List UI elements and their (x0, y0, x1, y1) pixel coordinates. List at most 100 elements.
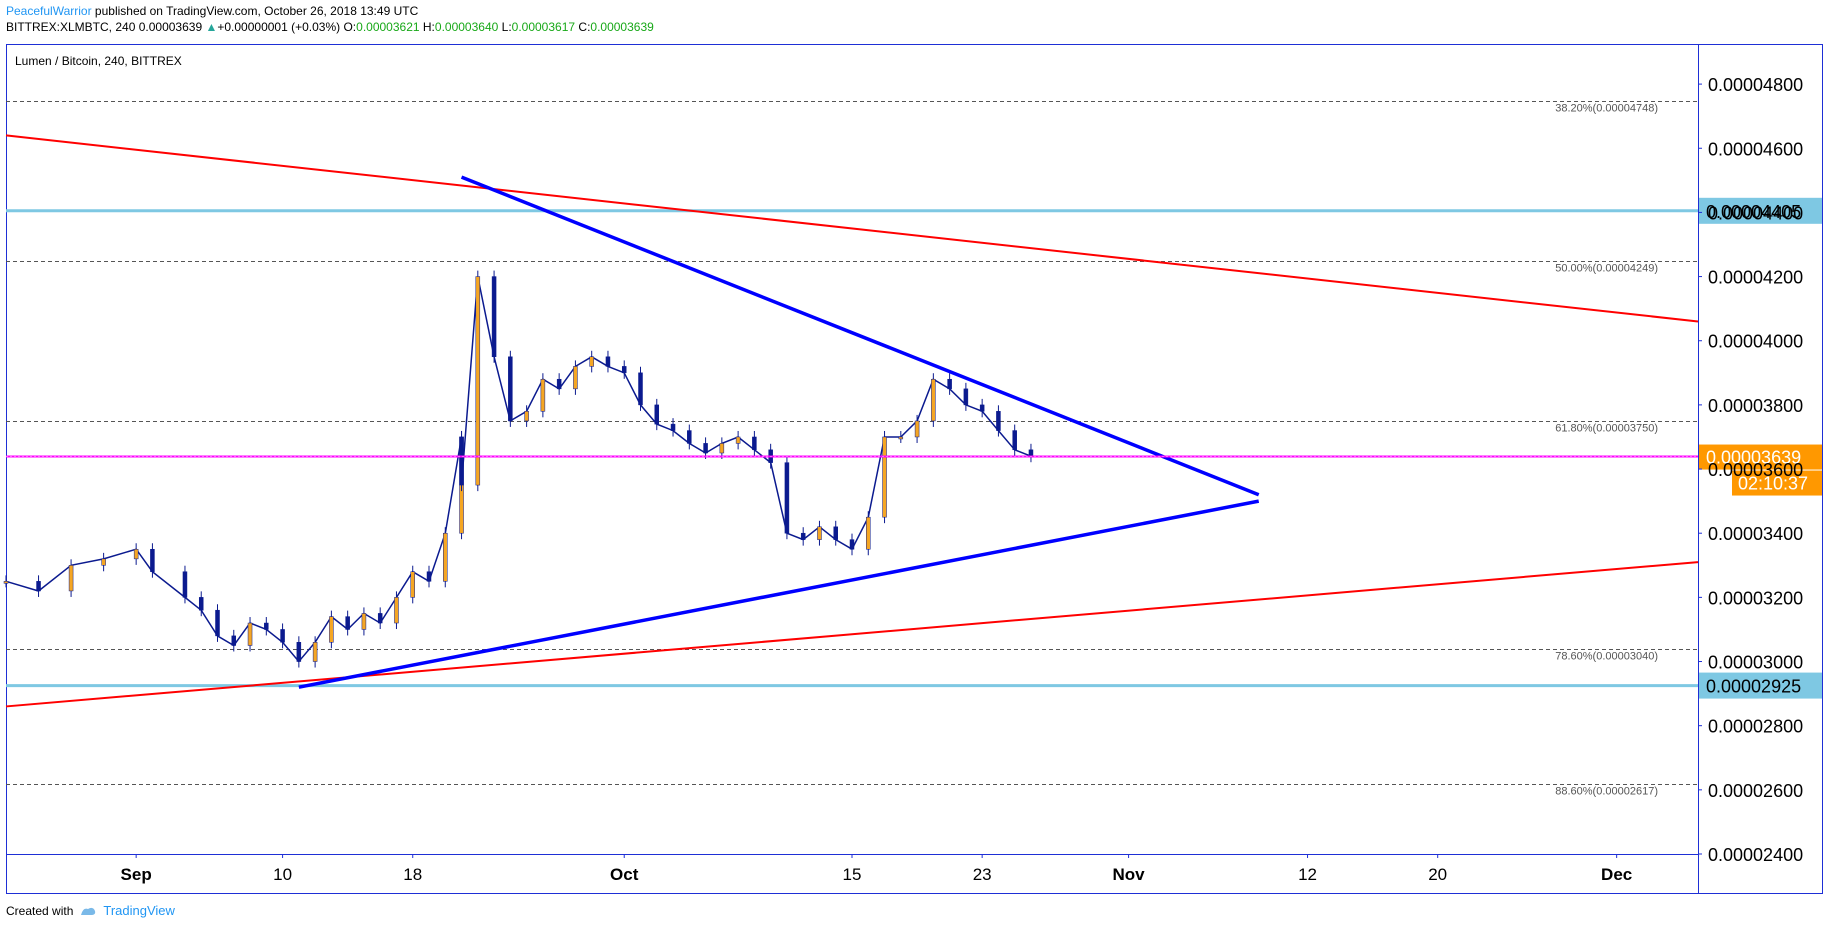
red-lower-channel-trendline (5, 561, 1699, 708)
open-value: 0.00003621 (356, 20, 420, 34)
candle (426, 571, 432, 582)
candle (459, 436, 464, 486)
price-axis[interactable]: 0.00004800 0.00004600 0.00004400 0.00004200… (1698, 75, 1803, 865)
symbol-label: BITTREX:XLMBTC, 240 (6, 20, 136, 34)
candle (963, 388, 969, 406)
candle (735, 436, 741, 444)
y-tick-label: 0.00002400 (1708, 845, 1803, 865)
y-tick-label: 0.00004000 (1708, 332, 1803, 352)
candle (817, 526, 822, 540)
candle (410, 571, 415, 598)
candle (556, 378, 562, 390)
y-tick-label: 0.00004400 (1708, 203, 1803, 223)
low-label: L: (501, 20, 512, 34)
candle (687, 430, 692, 444)
candle (654, 404, 660, 425)
countdown-tag (1732, 470, 1822, 496)
x-tick-label: 20 (1428, 865, 1447, 884)
candle (1028, 449, 1034, 457)
high-label: H: (422, 20, 435, 34)
x-tick-label: Nov (1113, 865, 1146, 884)
time-axis[interactable]: Sep 10 18 Oct 15 23 Nov 12 20 Dec (121, 854, 1633, 884)
level-tag-label: 0.00002925 (1706, 677, 1801, 697)
fib-label: 50.00%(0.00004249) (1555, 263, 1658, 275)
tradingview-logo-icon (81, 907, 96, 915)
trendlines[interactable] (5, 134, 1699, 708)
candle (68, 565, 74, 592)
x-tick-label: 12 (1298, 865, 1317, 884)
y-tick-label: 0.00004800 (1708, 75, 1803, 95)
publish-line: PeacefulWarrior published on TradingView… (6, 3, 654, 19)
candle (914, 420, 920, 438)
candle (670, 423, 676, 431)
ohlc-line: BITTREX:XLMBTC, 240 0.00003639 ▲+0.00000… (6, 19, 654, 35)
candle (866, 516, 871, 550)
triangle-up-icon: ▲ (205, 20, 218, 34)
candle (540, 378, 546, 412)
level-tag-label: 0.00004405 (1706, 202, 1801, 222)
candle (182, 571, 188, 598)
candle (329, 616, 334, 643)
candle (898, 436, 904, 440)
close-label: C: (578, 20, 591, 34)
candle (752, 436, 757, 451)
fib-label: 88.60%(0.00002617) (1555, 786, 1658, 798)
candle (491, 276, 497, 358)
candle (947, 378, 952, 390)
high-value: 0.00003640 (434, 20, 499, 34)
candle (101, 558, 106, 566)
candle (524, 411, 529, 422)
fib-label: 78.60%(0.00003040) (1555, 651, 1658, 663)
candle (833, 526, 838, 540)
tradingview-link[interactable]: TradingView (103, 903, 175, 918)
red-upper-channel-trendline (5, 134, 1699, 323)
candle (231, 635, 237, 646)
candle (198, 597, 204, 611)
author-link[interactable]: PeacefulWarrior (6, 4, 92, 18)
candle (784, 462, 790, 534)
chart-title: Lumen / Bitcoin, 240, BITTREX (15, 54, 182, 68)
close-value: 0.00003639 (590, 20, 654, 34)
x-tick-label: 18 (403, 865, 422, 884)
candle (312, 642, 318, 662)
candle (1012, 430, 1017, 451)
candle (931, 378, 936, 422)
publish-info: published on TradingView.com, October 26… (91, 4, 419, 18)
candle (247, 622, 253, 646)
y-tick-label: 0.00004200 (1708, 268, 1803, 288)
candle (443, 532, 448, 582)
candle (264, 622, 269, 630)
level-tag (1699, 197, 1822, 224)
candle (3, 581, 9, 584)
x-tick-label: Sep (121, 865, 152, 884)
horizontal-levels: 0.00004405 0.00002925 (6, 197, 1822, 699)
candle (475, 276, 481, 486)
candle (215, 609, 220, 637)
candle (36, 581, 41, 592)
x-tick-label: 23 (973, 865, 992, 884)
candle (377, 613, 383, 624)
y-tick-label: 0.00004600 (1708, 139, 1803, 159)
candle (621, 366, 627, 374)
fib-levels: 38.20%(0.00004748) 50.00%(0.00004249) 61.8… (6, 101, 1698, 798)
candle (280, 629, 285, 643)
current-price-tag (1699, 444, 1822, 470)
x-tick-label: Dec (1601, 865, 1632, 884)
countdown-label: 02:10:37 (1738, 474, 1808, 494)
blue-triangle-upper-trendline (460, 175, 1260, 497)
candle (508, 356, 513, 422)
x-tick-label: 10 (273, 865, 292, 884)
candle (394, 597, 399, 624)
footer: Created with TradingView (6, 903, 175, 918)
candle (605, 356, 611, 367)
candle (996, 411, 1001, 431)
last-price: 0.00003639 (138, 20, 203, 34)
candle (150, 548, 155, 572)
low-value: 0.00003617 (511, 20, 576, 34)
y-tick-label: 0.00003600 (1708, 460, 1803, 480)
x-tick-label: 15 (843, 865, 862, 884)
y-tick-label: 0.00003200 (1708, 588, 1803, 608)
chart-frame (6, 44, 1823, 894)
candle (979, 404, 985, 412)
